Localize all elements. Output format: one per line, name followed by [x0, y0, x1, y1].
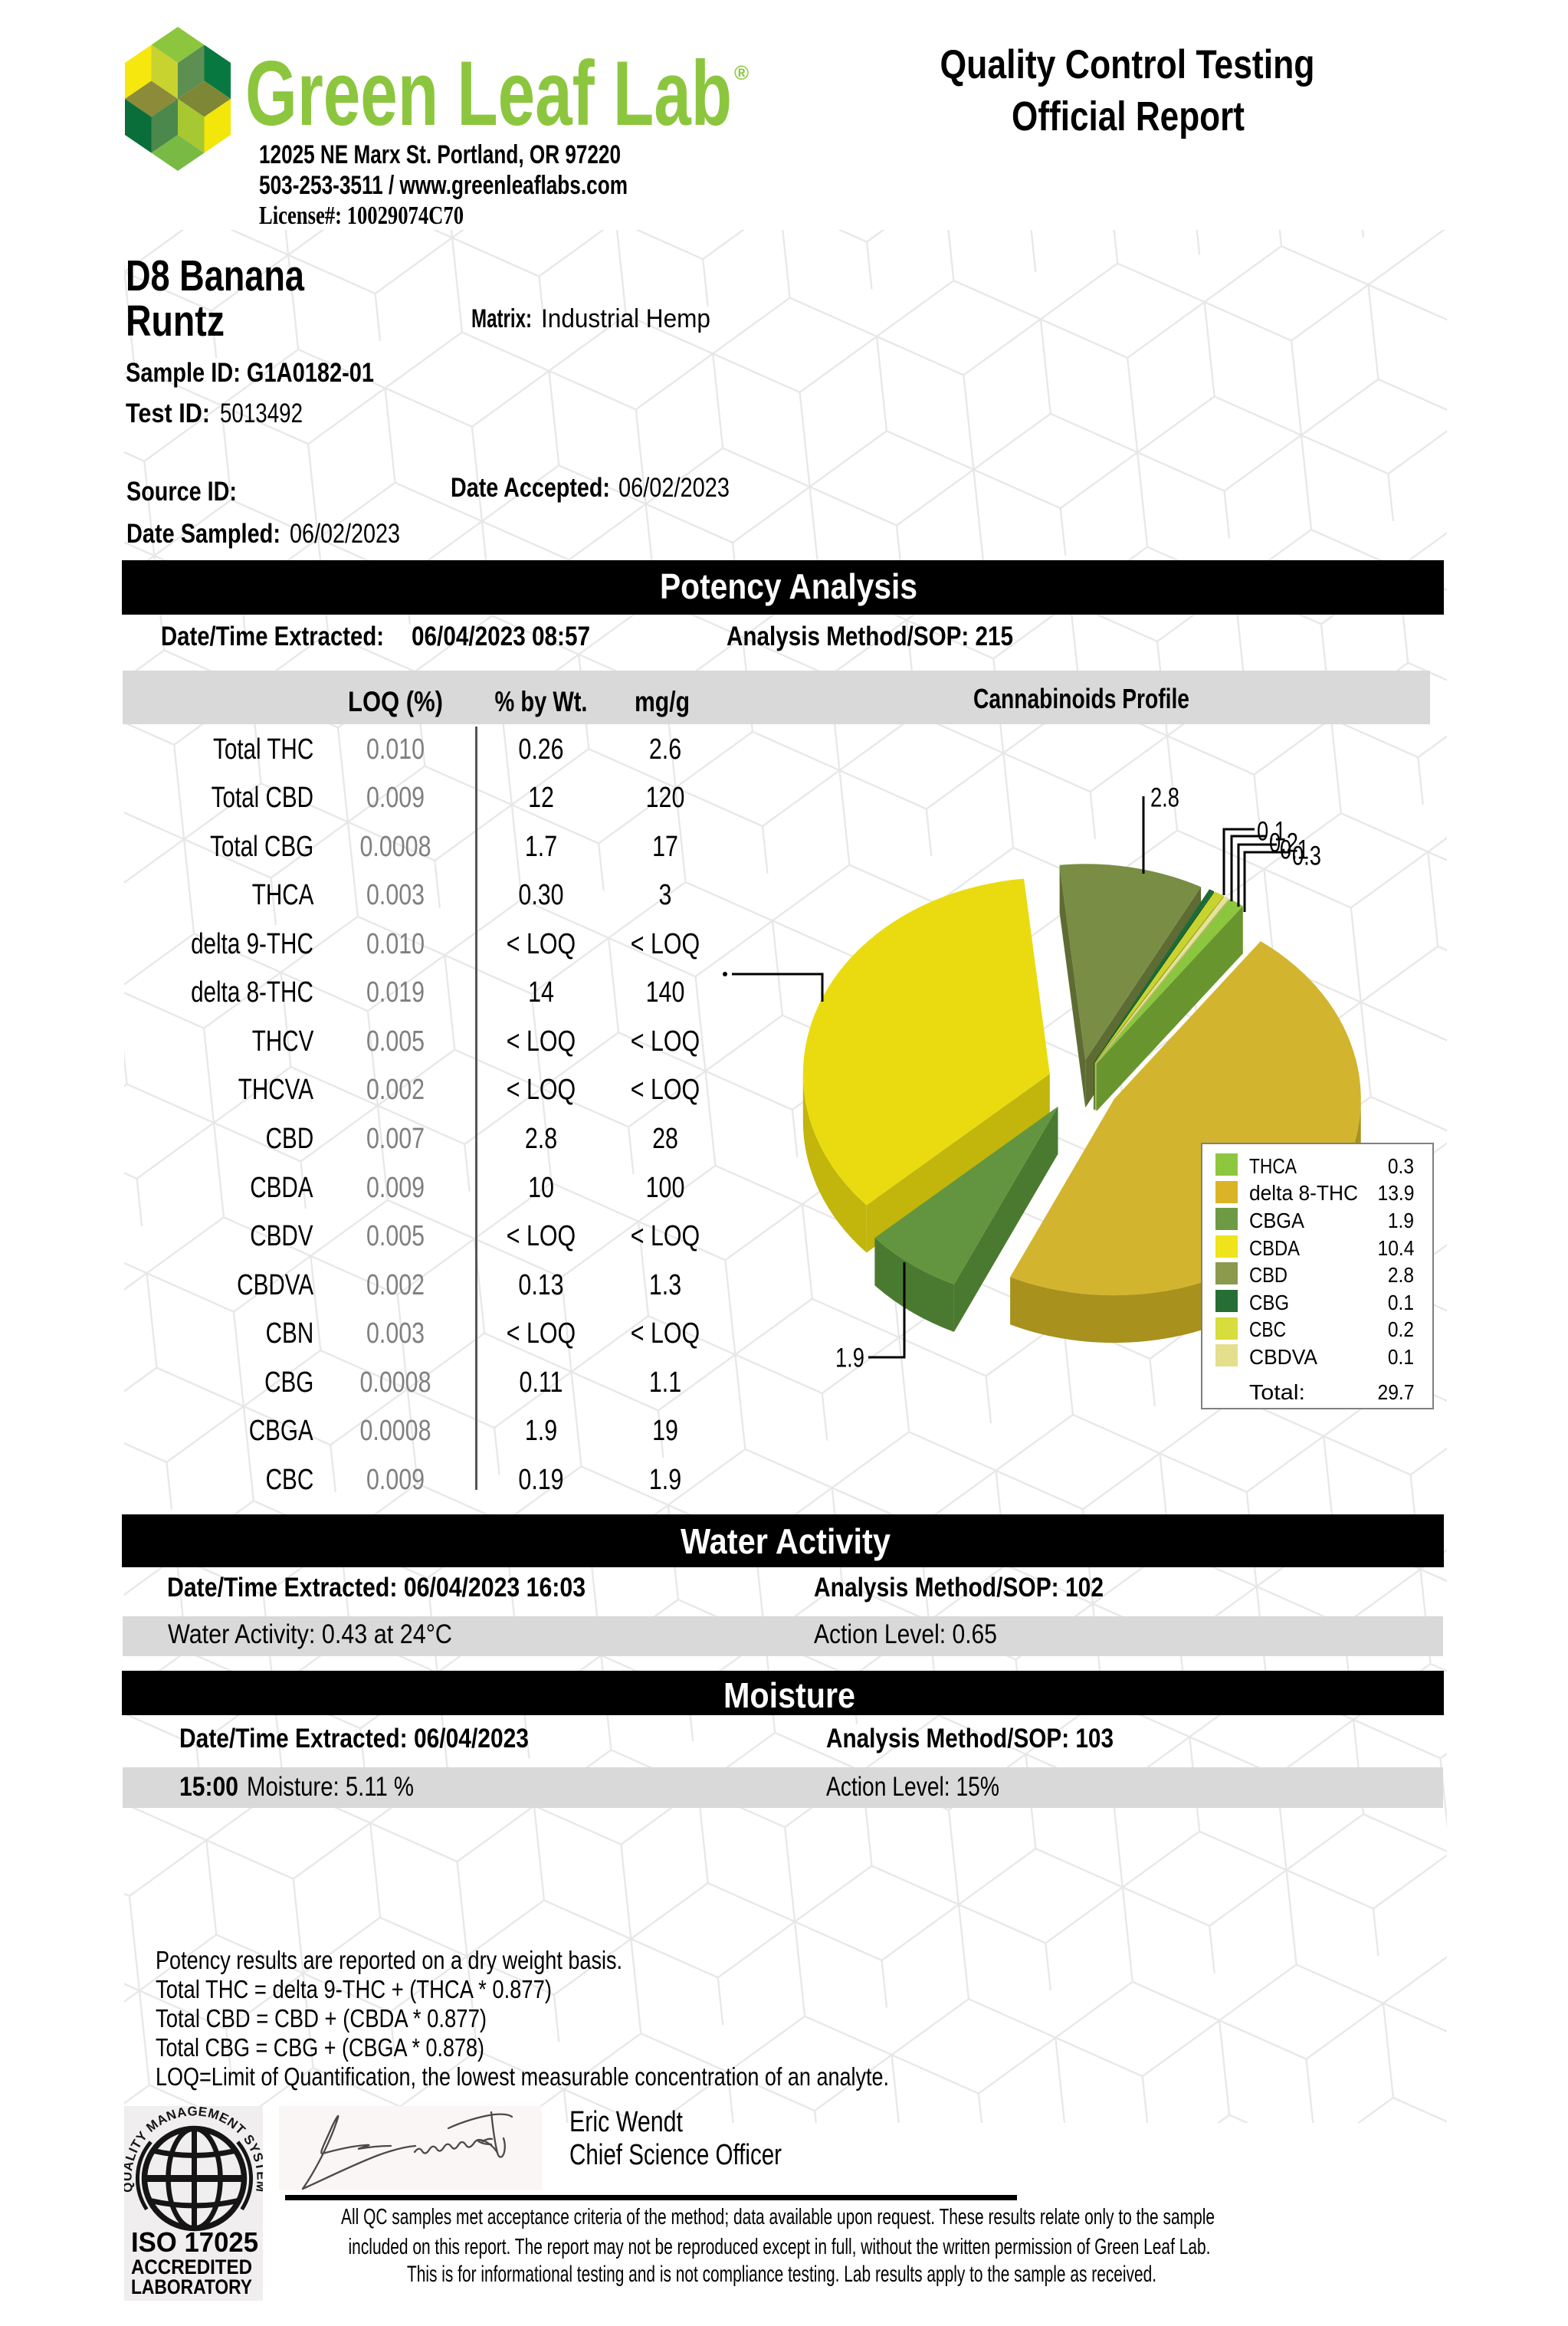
svg-text:2.8: 2.8 [1150, 782, 1179, 812]
svg-text:0.1: 0.1 [1257, 816, 1286, 846]
svg-text:0.1: 0.1 [1280, 835, 1309, 864]
svg-text:1.9: 1.9 [835, 1343, 864, 1373]
svg-text:0.3: 0.3 [1292, 841, 1321, 871]
svg-text:0.2: 0.2 [1269, 828, 1298, 858]
